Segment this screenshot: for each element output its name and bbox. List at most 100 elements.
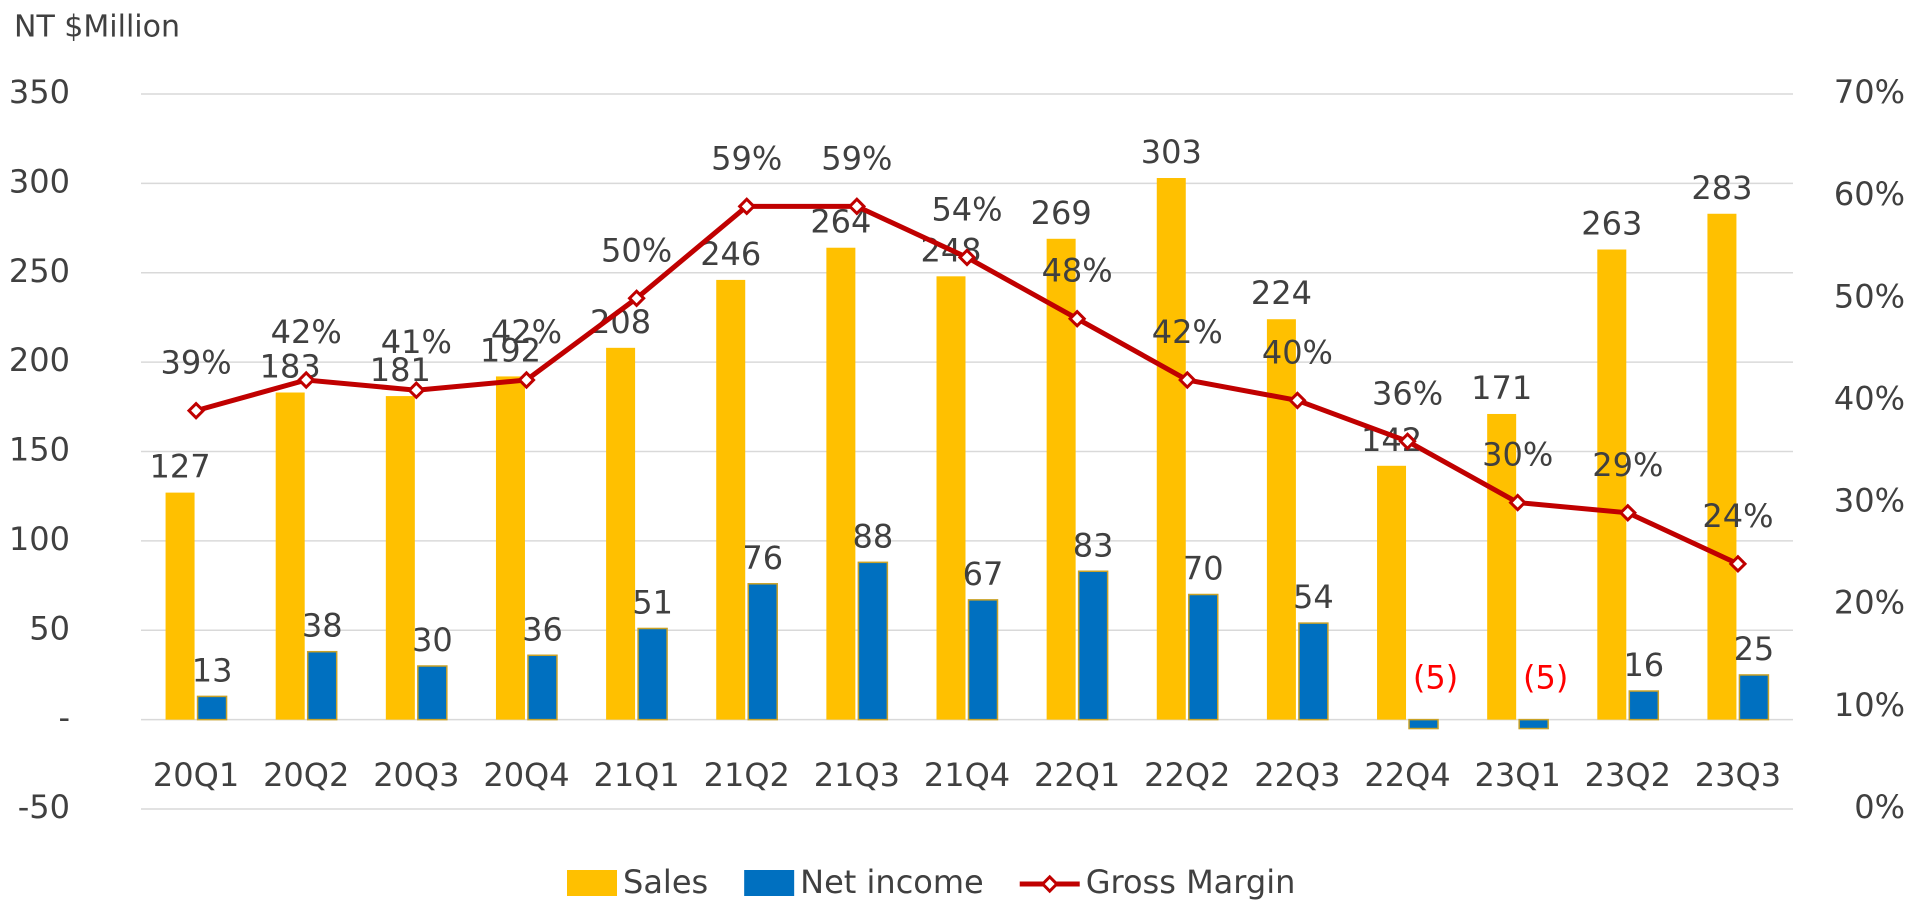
legend-label: Gross Margin [1086,863,1296,901]
bar [385,396,415,720]
bar [826,247,856,720]
bar [165,492,195,720]
line-marker [297,370,316,390]
y-tick-label: 50 [29,609,70,647]
data-label: 30% [1482,436,1553,474]
x-tick-label: 20Q3 [373,756,459,794]
line-marker [1508,493,1527,512]
y-tick-label: 300 [9,162,70,200]
x-tick-label: 22Q2 [1144,756,1230,794]
x-tick-label: 20Q1 [153,756,239,794]
bar [1738,674,1770,721]
x-tick-label: 22Q4 [1364,756,1450,794]
data-label: 83 [1073,526,1114,564]
line-marker [407,381,426,400]
data-label: 246 [700,235,761,273]
bar [967,599,999,721]
y-tick-label: 350 [9,73,70,111]
y2-tick-label: 20% [1834,584,1905,622]
y-axis-label: NT $Million [14,10,180,45]
line-marker [627,289,646,308]
bar [495,376,525,720]
data-label: 40% [1262,333,1333,371]
y-tick-label: 200 [9,341,70,379]
x-tick-label: 21Q2 [704,756,790,794]
bar [1266,319,1296,720]
x-tick-label: 23Q2 [1585,756,1671,794]
x-tick-label: 21Q4 [924,756,1010,794]
data-label: 42% [271,313,342,351]
data-label: 192 [480,331,541,369]
y2-tick-label: 10% [1834,686,1905,724]
data-label: 30 [412,621,453,659]
data-label: 59% [711,139,782,177]
line-marker [1618,503,1637,522]
bar [1377,465,1407,720]
data-label: 70 [1183,550,1224,588]
y2-tick-label: 70% [1834,73,1905,111]
data-label: 36% [1372,374,1443,412]
line-marker [957,248,977,267]
y2-tick-label: 50% [1834,277,1905,315]
bar [936,276,966,720]
data-label: 29% [1592,446,1663,484]
bar [1077,570,1109,721]
data-label: 171 [1471,369,1532,407]
bar [1597,249,1627,720]
bar [417,665,448,721]
line-marker [1288,391,1307,410]
legend-swatch [567,870,617,896]
y2-tick-label: 30% [1834,482,1905,520]
data-label: 16 [1623,646,1664,684]
line-marker [517,370,536,390]
bar [527,654,558,721]
data-label: 76 [742,539,783,577]
data-label: 25 [1734,630,1775,668]
bar [1707,213,1737,720]
data-label: 303 [1141,133,1202,171]
y-tick-label: -50 [18,788,70,826]
bar [1298,622,1329,721]
bar [606,347,636,720]
data-label: 67 [963,555,1004,593]
data-label: 38 [302,607,343,645]
x-tick-label: 21Q3 [814,756,900,794]
data-label: 48% [1042,252,1113,290]
data-label: 51 [632,583,673,621]
bar [275,392,305,720]
bar [716,279,746,720]
data-label: 181 [370,351,431,389]
line-marker [1398,432,1417,451]
y2-tick-label: 60% [1834,175,1905,213]
y2-tick-label: 0% [1854,788,1905,826]
x-tick-label: 20Q2 [263,756,349,794]
x-tick-label: 23Q3 [1695,756,1781,794]
data-label: 41% [381,323,452,361]
data-label: 263 [1581,205,1642,243]
legend-swatch [744,870,795,896]
bar [637,627,668,721]
bar [857,561,889,721]
data-label: 42% [491,313,562,351]
y-tick-label: - [58,699,70,737]
x-tick-label: 22Q1 [1034,756,1120,794]
y2-tick-label: 40% [1834,379,1905,417]
data-label: 54 [1293,578,1334,616]
bar [1188,593,1219,721]
data-label: 39% [161,344,232,382]
line-marker [1178,370,1197,390]
data-label: 224 [1251,274,1312,312]
line-marker [186,401,206,420]
data-label: (5) [1413,659,1458,697]
line-marker [847,197,867,216]
data-label: (5) [1523,659,1568,697]
y-tick-label: 250 [9,252,70,290]
bar [1408,718,1439,730]
bar [747,583,778,721]
y-tick-label: 100 [9,520,70,558]
legend-swatch [1040,874,1059,894]
data-label: 283 [1691,169,1752,207]
data-label: 13 [192,651,233,689]
x-tick-label: 20Q4 [483,756,569,794]
y-tick-label: 150 [9,431,70,469]
